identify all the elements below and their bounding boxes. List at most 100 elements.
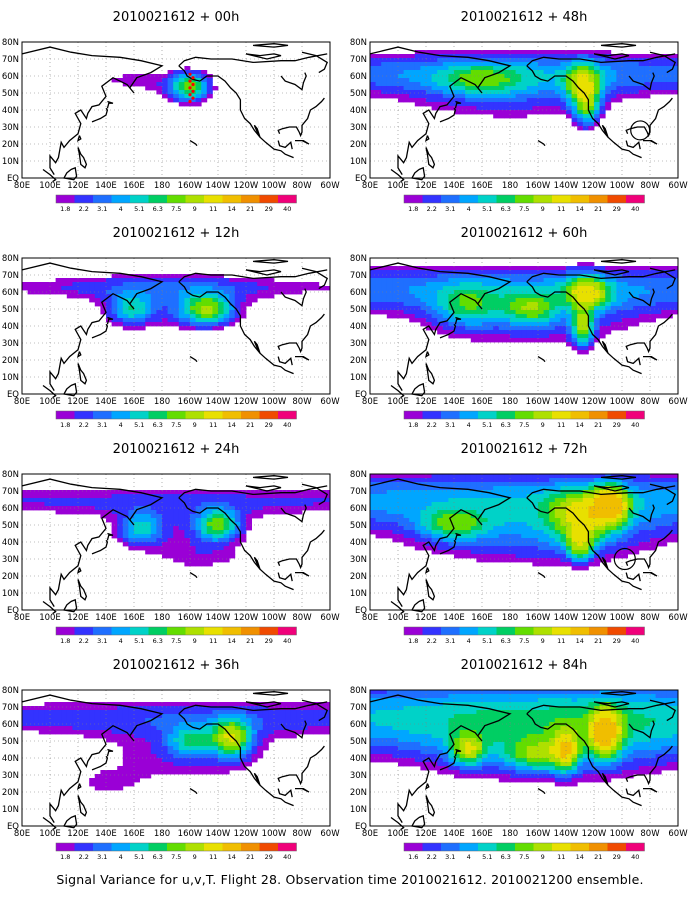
variance-cell (27, 710, 34, 715)
variance-cell (476, 62, 483, 67)
variance-cell (212, 526, 219, 531)
coastline (106, 748, 114, 757)
variance-cell (302, 702, 308, 707)
variance-cell (195, 746, 202, 751)
y-tick-label: 60N (2, 504, 19, 514)
variance-cell (521, 82, 528, 87)
variance-cell (459, 302, 466, 307)
variance-cell (223, 522, 230, 527)
variance-cell (571, 114, 578, 119)
variance-cell (605, 86, 612, 91)
y-tick-label: 80N (2, 686, 19, 696)
variance-cell (156, 738, 163, 743)
variance-cell (134, 298, 140, 303)
colorbar-label: 11 (557, 205, 565, 213)
variance-cell (414, 514, 421, 519)
x-tick-label: 100W (262, 181, 287, 191)
variance-cell (543, 314, 550, 319)
variance-cell (543, 302, 550, 307)
variance-cell (274, 726, 280, 731)
variance-cell (566, 510, 572, 515)
variance-cell (426, 294, 432, 299)
variance-cell (437, 506, 444, 511)
variance-cell (307, 282, 314, 287)
variance-cell (437, 286, 444, 291)
variance-cell (398, 486, 404, 491)
variance-cell (661, 506, 668, 511)
variance-cell (145, 278, 152, 283)
variance-cell (476, 70, 483, 75)
variance-cell (644, 90, 651, 95)
variance-cell (504, 290, 511, 295)
y-tick-label: EQ (7, 390, 19, 400)
variance-cell (465, 286, 472, 291)
colorbar-swatch (278, 627, 297, 635)
variance-cell (117, 306, 124, 311)
variance-cell (515, 534, 522, 539)
variance-cell (521, 338, 528, 343)
variance-cell (510, 114, 516, 119)
variance-cell (139, 282, 146, 287)
variance-cell (122, 294, 129, 299)
y-tick-label: 70N (350, 271, 367, 281)
variance-cell (134, 722, 140, 727)
colorbar-swatch (167, 411, 186, 419)
variance-cell (470, 534, 477, 539)
variance-cell (290, 718, 297, 723)
variance-cell (476, 298, 483, 303)
variance-cell (526, 526, 533, 531)
variance-cell (206, 518, 213, 523)
coastline (526, 53, 676, 67)
variance-cell (650, 486, 656, 491)
variance-cell (672, 306, 679, 311)
variance-cell (251, 742, 258, 747)
variance-cell (442, 322, 449, 327)
variance-cell (610, 78, 617, 83)
variance-cell (139, 310, 146, 315)
variance-cell (375, 286, 382, 291)
variance-cell (27, 490, 34, 495)
variance-cell (184, 310, 191, 315)
variance-cell (212, 286, 219, 291)
variance-cell (504, 74, 511, 79)
variance-cell (201, 494, 208, 499)
variance-cell (173, 302, 180, 307)
variance-cell (223, 714, 230, 719)
variance-cell (622, 298, 628, 303)
variance-cell (414, 522, 421, 527)
variance-cell (257, 290, 264, 295)
variance-cell (150, 714, 157, 719)
variance-cell (240, 538, 247, 543)
variance-cell (223, 758, 230, 763)
variance-cell (257, 706, 264, 711)
variance-cell (246, 278, 252, 283)
variance-cell (100, 302, 107, 307)
variance-cell (201, 726, 208, 731)
variance-cell (27, 286, 34, 291)
variance-cell (448, 310, 455, 315)
variance-cell (526, 82, 533, 87)
variance-cell (594, 78, 600, 83)
variance-cell (246, 498, 252, 503)
variance-cell (661, 494, 668, 499)
coastline (600, 43, 637, 48)
variance-cell (594, 282, 600, 287)
variance-cell (532, 62, 539, 67)
variance-cell (504, 270, 511, 275)
variance-cell (195, 282, 202, 287)
variance-cell (162, 526, 168, 531)
variance-cell (454, 514, 460, 519)
coastline (77, 795, 88, 817)
variance-cell (554, 86, 561, 91)
colorbar-label: 5.1 (134, 853, 144, 861)
variance-cell (184, 726, 191, 731)
variance-cell (622, 82, 628, 87)
variance-cell (218, 550, 224, 555)
colorbar: 1.8 2.2 3.1 4 5.1 6.3 7.5 9 11 14 21 29 40 (55, 194, 297, 213)
variance-cell (381, 274, 388, 279)
variance-cell (431, 518, 438, 523)
variance-cell (201, 506, 208, 511)
variance-cell (162, 734, 168, 739)
variance-cell (268, 286, 275, 291)
variance-cell (50, 730, 56, 735)
